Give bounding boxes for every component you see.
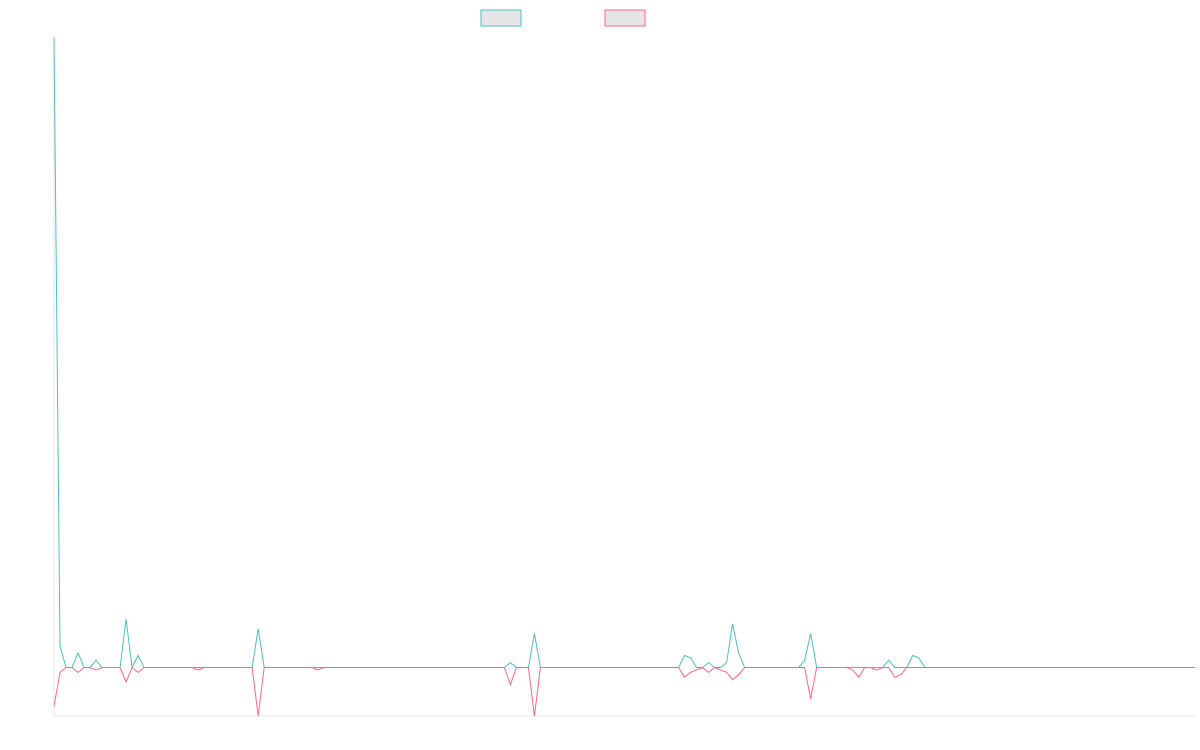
axes (53, 37, 1195, 717)
legend[interactable] (480, 9, 646, 27)
legend-swatch-2[interactable] (604, 9, 646, 27)
series-line-2 (53, 666, 1195, 717)
legend-item-1[interactable] (480, 9, 522, 27)
series-line-1 (53, 36, 1195, 670)
legend-swatch-1[interactable] (480, 9, 522, 27)
plot-area (53, 36, 1195, 717)
legend-item-2[interactable] (604, 9, 646, 27)
